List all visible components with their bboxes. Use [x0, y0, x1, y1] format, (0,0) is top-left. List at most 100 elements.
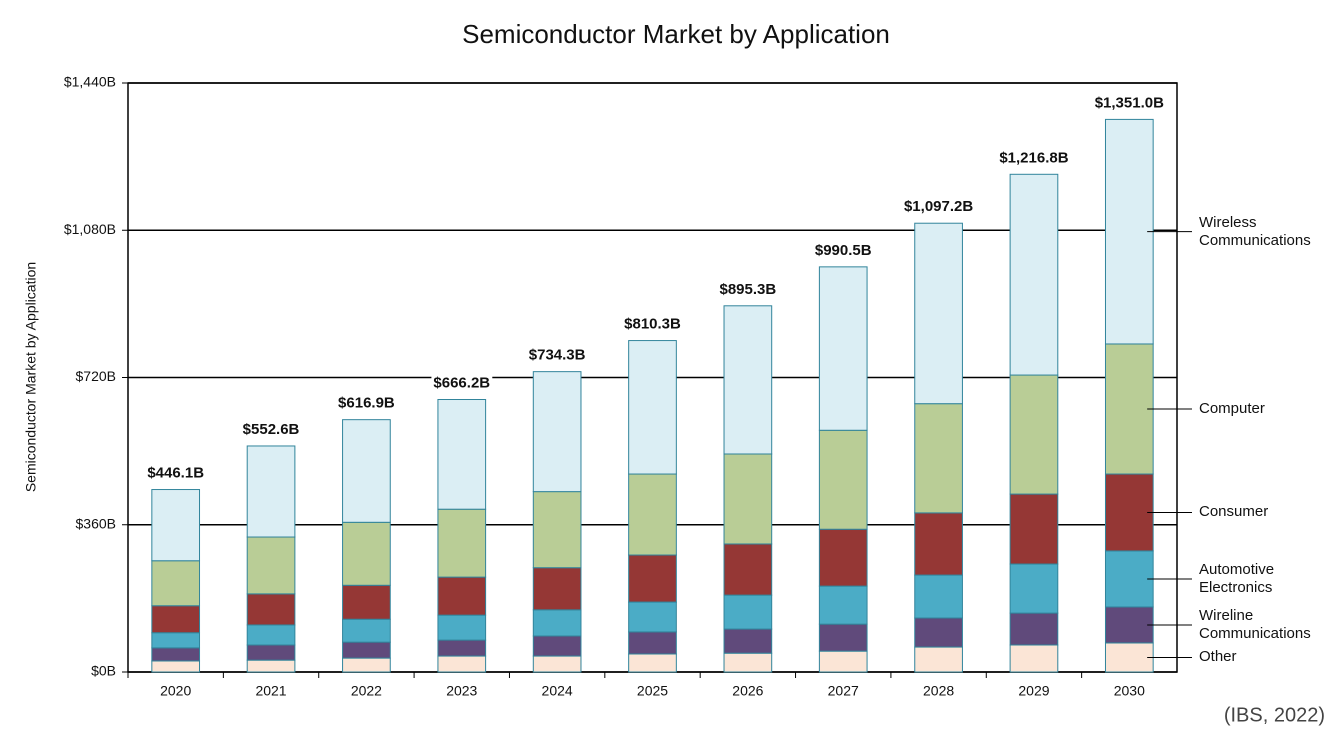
label-bg [997, 149, 1071, 167]
y-tick-label: $1,440B [64, 74, 116, 90]
bar-segment [342, 657, 391, 673]
bar-segment [818, 266, 868, 431]
bar-segment [723, 453, 773, 545]
x-tick-label: 2026 [732, 683, 763, 699]
bar-segment [151, 647, 201, 662]
bar-segment [914, 617, 963, 648]
legend-label: Other [1199, 648, 1237, 666]
legend-label: Consumer [1199, 503, 1269, 521]
bar-segment [342, 419, 391, 523]
total-label: $1,216.8B [999, 149, 1068, 166]
y-tick-label: $720B [76, 368, 116, 384]
legend-label: Wireline Communications [1199, 606, 1311, 642]
bar-segment [437, 614, 487, 641]
x-tick-label: 2023 [446, 683, 477, 699]
label-bg [526, 346, 588, 364]
bar-segment [914, 512, 963, 576]
bar-segment [1009, 173, 1059, 376]
bar-segment [1104, 550, 1154, 608]
label-bg [812, 241, 874, 259]
bar-segment [342, 521, 391, 586]
bar-segment [246, 536, 296, 595]
bar-segment [437, 399, 487, 510]
bar-segment [151, 660, 201, 673]
bar-segment [628, 601, 677, 633]
bar-segment [628, 340, 677, 475]
label-bg [145, 464, 207, 482]
bar-segment [437, 576, 487, 616]
bar-segment [1009, 612, 1059, 646]
bar-segment [818, 650, 868, 673]
bar-segment [818, 623, 868, 652]
total-label: $1,097.2B [904, 198, 973, 215]
x-tick-label: 2024 [542, 683, 573, 699]
y-tick-label: $360B [76, 515, 116, 531]
legend-label: Wireless Communications [1199, 213, 1311, 249]
label-bg [622, 315, 684, 333]
x-tick-label: 2022 [351, 683, 382, 699]
bar-segment [1104, 642, 1154, 673]
bar-segment [437, 655, 487, 673]
bar-segment [914, 574, 963, 619]
bar-segment [1104, 606, 1154, 644]
y-axis-label: Semiconductor Market by Application [23, 262, 39, 492]
bar-segment [914, 403, 963, 514]
bar-segment [914, 646, 963, 673]
bar-segment [246, 624, 296, 646]
bar-segment [342, 584, 391, 620]
bar-segment [1009, 374, 1059, 495]
bar-segment [246, 644, 296, 661]
legend-label: Automotive Electronics [1199, 560, 1275, 596]
bar-segment [246, 445, 296, 538]
bar-segment [723, 652, 773, 673]
label-bg [240, 420, 302, 438]
bar-segment [723, 594, 773, 630]
total-label: $552.6B [243, 421, 300, 438]
x-tick-label: 2027 [828, 683, 859, 699]
bar-segment [914, 222, 963, 405]
x-tick-label: 2030 [1114, 683, 1145, 699]
bar-segment [342, 641, 391, 659]
bar-segment [723, 305, 773, 455]
bar-segment [532, 635, 582, 657]
bar-segment [818, 528, 868, 587]
bar-segment [818, 429, 868, 530]
bar-segment [151, 632, 201, 649]
x-tick-label: 2029 [1018, 683, 1049, 699]
total-label: $895.3B [720, 281, 777, 298]
bar-segment [437, 508, 487, 578]
bar-segment [246, 659, 296, 673]
total-label: $810.3B [624, 316, 681, 333]
bar-segment [1009, 563, 1059, 614]
bar-segment [628, 554, 677, 603]
bar-segment [532, 609, 582, 637]
total-label: $990.5B [815, 242, 872, 259]
label-bg [431, 374, 493, 392]
bar-segment [342, 618, 391, 643]
bar-segment [628, 473, 677, 556]
bar-segment [151, 560, 201, 607]
x-tick-label: 2020 [160, 683, 191, 699]
bar-segment [151, 605, 201, 634]
total-label: $734.3B [529, 347, 586, 364]
bar-segment [628, 653, 677, 673]
bar-segment [1009, 493, 1059, 565]
total-label: $1,351.0B [1095, 94, 1164, 111]
y-tick-label: $1,080B [64, 221, 116, 237]
bar-segment [628, 631, 677, 655]
bar-segment [437, 639, 487, 657]
total-label: $666.2B [433, 374, 490, 391]
bar-segment [1104, 343, 1154, 475]
x-tick-label: 2025 [637, 683, 668, 699]
bar-segment [532, 567, 582, 611]
legend-label: Computer [1199, 399, 1265, 417]
chart-title: Semiconductor Market by Application [462, 19, 890, 49]
bar-segment [1009, 644, 1059, 673]
bar-segment [532, 491, 582, 569]
total-label: $446.1B [147, 465, 204, 482]
bar-segment [532, 371, 582, 493]
bar-segment [818, 585, 868, 625]
bar-segment [1104, 118, 1154, 345]
